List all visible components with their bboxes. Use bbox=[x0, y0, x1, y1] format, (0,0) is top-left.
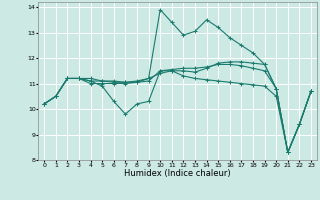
X-axis label: Humidex (Indice chaleur): Humidex (Indice chaleur) bbox=[124, 169, 231, 178]
